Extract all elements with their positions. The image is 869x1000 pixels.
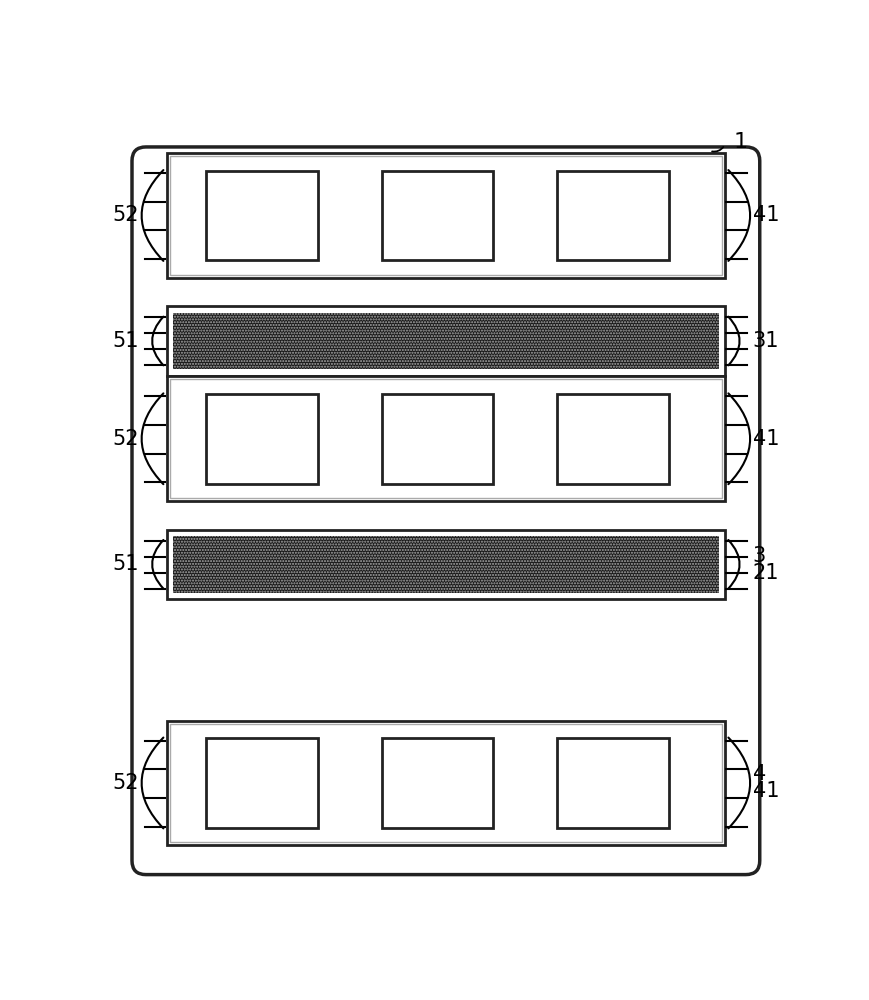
Text: 51: 51 bbox=[112, 331, 139, 351]
Bar bbox=[381, 394, 493, 484]
Text: 21: 21 bbox=[752, 563, 779, 583]
Text: 52: 52 bbox=[112, 773, 139, 793]
Text: 1: 1 bbox=[733, 132, 746, 152]
Bar bbox=[169, 156, 721, 275]
Text: 41: 41 bbox=[752, 205, 779, 225]
FancyBboxPatch shape bbox=[132, 147, 759, 875]
Bar bbox=[167, 153, 724, 278]
Text: 52: 52 bbox=[112, 429, 139, 449]
Bar bbox=[206, 738, 317, 828]
Text: 31: 31 bbox=[752, 331, 779, 351]
Bar bbox=[167, 721, 724, 845]
Bar bbox=[557, 394, 668, 484]
Bar bbox=[206, 394, 317, 484]
Bar bbox=[167, 376, 724, 501]
Bar bbox=[557, 171, 668, 260]
Bar bbox=[167, 306, 724, 376]
Bar bbox=[169, 724, 721, 842]
Text: 41: 41 bbox=[752, 781, 779, 801]
Text: 3: 3 bbox=[752, 546, 765, 566]
Bar bbox=[173, 312, 718, 369]
Text: 51: 51 bbox=[112, 554, 139, 574]
Bar bbox=[381, 171, 493, 260]
Bar bbox=[557, 738, 668, 828]
Bar bbox=[173, 536, 718, 593]
Bar bbox=[173, 536, 718, 593]
Bar bbox=[173, 312, 718, 369]
Bar bbox=[169, 379, 721, 498]
Bar bbox=[167, 530, 724, 599]
Bar bbox=[206, 171, 317, 260]
Text: 41: 41 bbox=[752, 429, 779, 449]
Text: 52: 52 bbox=[112, 205, 139, 225]
Bar bbox=[381, 738, 493, 828]
Text: 4: 4 bbox=[752, 764, 765, 784]
